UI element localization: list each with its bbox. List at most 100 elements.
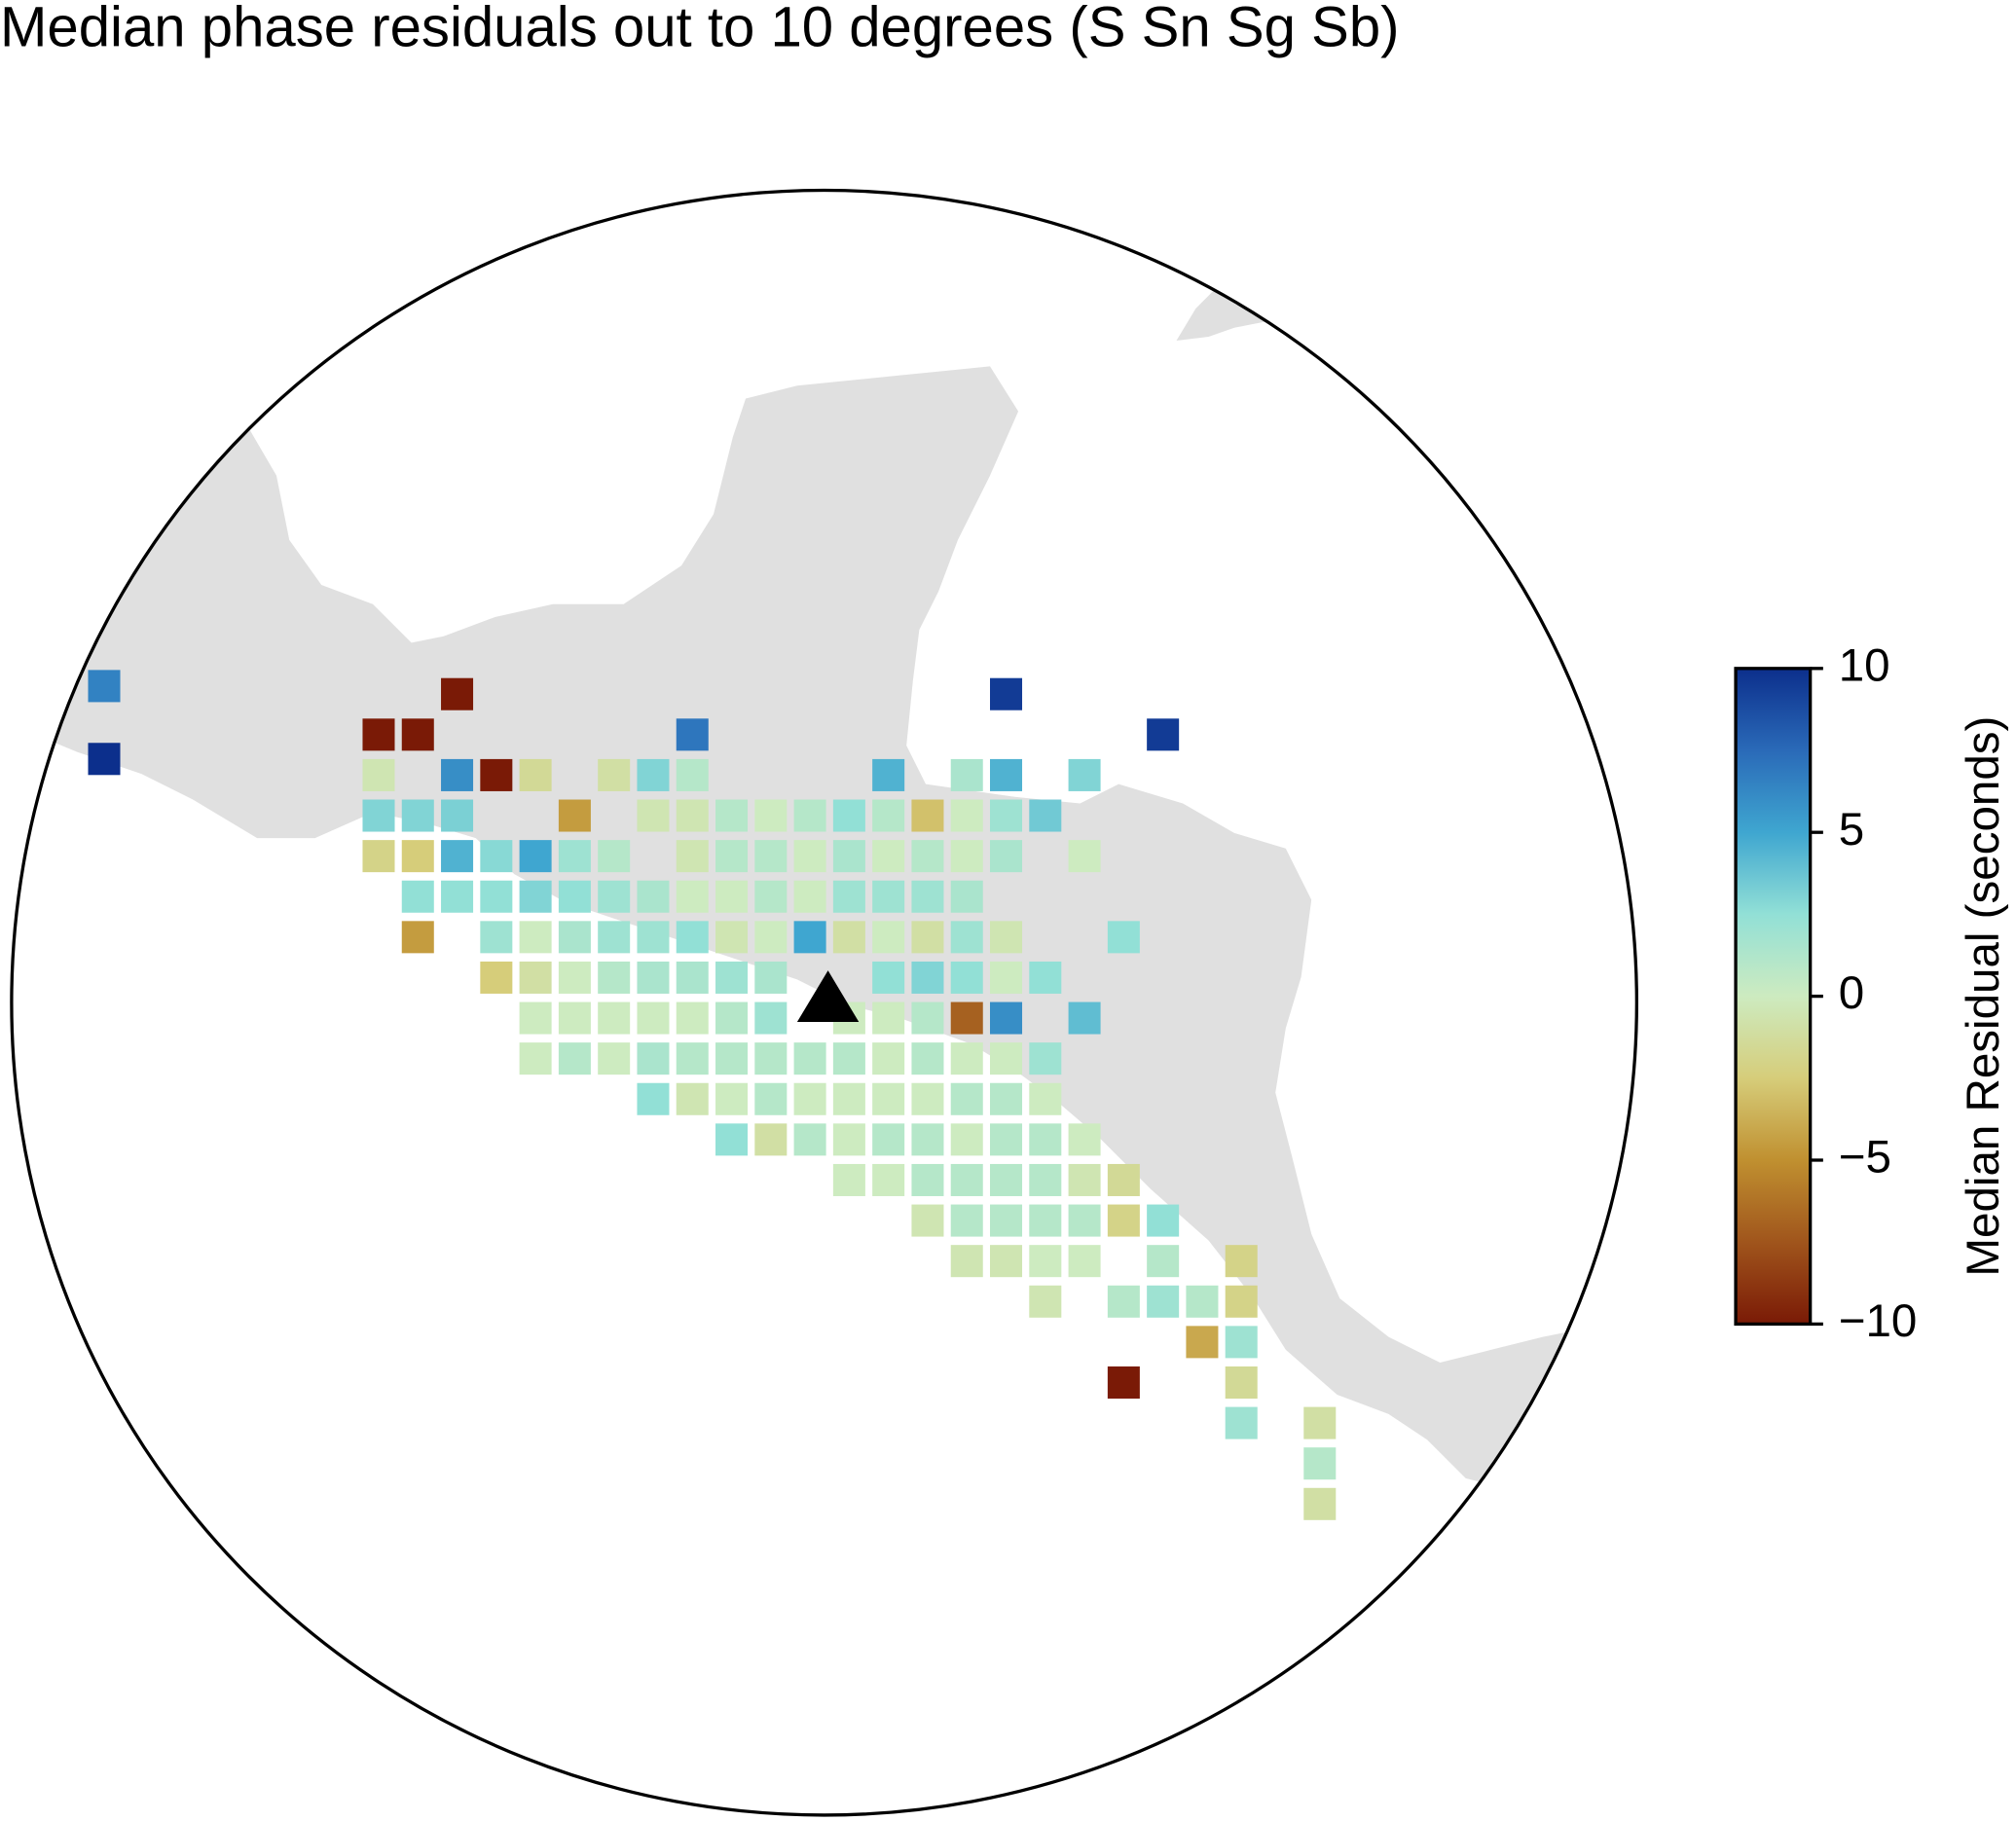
grid-cell	[793, 1082, 826, 1115]
grid-cell	[1303, 1406, 1337, 1439]
grid-cell	[872, 1163, 905, 1196]
grid-cell	[1225, 1326, 1258, 1359]
grid-cell	[88, 670, 121, 703]
grid-cell	[1225, 1366, 1258, 1399]
chart-title: Median phase residuals out to 10 degrees…	[0, 0, 1399, 59]
grid-cell	[637, 758, 670, 791]
grid-cell	[754, 921, 788, 954]
grid-cell	[637, 1042, 670, 1075]
grid-cell	[519, 1002, 552, 1035]
grid-cell	[676, 1042, 709, 1075]
grid-cell	[832, 880, 865, 913]
grid-cell	[558, 840, 591, 873]
grid-cell	[441, 677, 474, 710]
grid-cell	[715, 961, 749, 994]
grid-cell	[872, 880, 905, 913]
grid-cell	[637, 921, 670, 954]
grid-cell	[990, 1123, 1023, 1156]
grid-cell	[401, 921, 434, 954]
grid-cell	[519, 880, 552, 913]
grid-cell	[832, 921, 865, 954]
grid-cell	[676, 758, 709, 791]
grid-cell	[832, 799, 865, 832]
grid-cell	[990, 840, 1023, 873]
grid-cell	[519, 961, 552, 994]
grid-cell	[519, 1042, 552, 1075]
grid-cell	[676, 1082, 709, 1115]
grid-cell	[519, 758, 552, 791]
grid-cell	[1225, 1406, 1258, 1439]
grid-cell	[990, 1204, 1023, 1237]
grid-cell	[990, 1002, 1023, 1035]
grid-cell	[950, 1163, 983, 1196]
grid-cell	[1147, 1285, 1180, 1318]
grid-cell	[754, 1042, 788, 1075]
grid-cell	[793, 1123, 826, 1156]
grid-cell	[1225, 1245, 1258, 1278]
grid-cell	[990, 961, 1023, 994]
grid-cell	[362, 840, 395, 873]
grid-cell	[1068, 1163, 1101, 1196]
colorbar-tick-label: −10	[1839, 1295, 1918, 1347]
grid-cell	[715, 1082, 749, 1115]
grid-cell	[832, 1163, 865, 1196]
grid-cell	[950, 1245, 983, 1278]
colorbar-tick-label: 10	[1839, 639, 1890, 691]
grid-cell	[401, 718, 434, 751]
grid-cell	[1186, 1285, 1219, 1318]
grid-cell	[950, 758, 983, 791]
grid-cell	[1029, 799, 1062, 832]
grid-cell	[990, 1042, 1023, 1075]
grid-cell	[1107, 1204, 1140, 1237]
grid-cell	[715, 799, 749, 832]
grid-cell	[832, 1042, 865, 1075]
grid-cell	[832, 1082, 865, 1115]
grid-cell	[362, 799, 395, 832]
grid-cell	[990, 799, 1023, 832]
grid-cell	[558, 921, 591, 954]
grid-cell	[754, 961, 788, 994]
grid-cell	[598, 880, 631, 913]
grid-cell	[558, 1002, 591, 1035]
grid-cell	[480, 880, 513, 913]
grid-cell	[1303, 1447, 1337, 1480]
grid-cell	[676, 921, 709, 954]
map-boundary	[10, 188, 1639, 1817]
grid-cell	[950, 880, 983, 913]
grid-cell	[519, 840, 552, 873]
grid-cell	[990, 1082, 1023, 1115]
grid-cell	[676, 799, 709, 832]
grid-cell	[715, 1123, 749, 1156]
grid-cell	[754, 1123, 788, 1156]
grid-cell	[950, 799, 983, 832]
grid-cell	[911, 880, 944, 913]
grid-cell	[676, 718, 709, 751]
grid-cell	[676, 840, 709, 873]
grid-cell	[362, 718, 395, 751]
grid-cell	[401, 799, 434, 832]
grid-cell	[441, 840, 474, 873]
grid-cell	[754, 880, 788, 913]
grid-cell	[911, 961, 944, 994]
grid-cell	[990, 758, 1023, 791]
grid-cell	[872, 1082, 905, 1115]
grid-cell	[1029, 1082, 1062, 1115]
grid-cell	[715, 880, 749, 913]
grid-cell	[754, 840, 788, 873]
grid-cell	[676, 880, 709, 913]
grid-cell	[950, 921, 983, 954]
grid-cell	[990, 921, 1023, 954]
grid-cell	[1147, 718, 1180, 751]
grid-cell	[715, 840, 749, 873]
grid-cell	[558, 799, 591, 832]
grid-cell	[1068, 1204, 1101, 1237]
grid-cell	[911, 799, 944, 832]
grid-cell	[950, 1082, 983, 1115]
grid-cell	[1147, 1204, 1180, 1237]
grid-cell	[1029, 1245, 1062, 1278]
grid-cell	[401, 880, 434, 913]
grid-cell	[911, 1163, 944, 1196]
grid-cell	[441, 758, 474, 791]
colorbar-label: Median Residual (seconds)	[1958, 716, 2009, 1277]
